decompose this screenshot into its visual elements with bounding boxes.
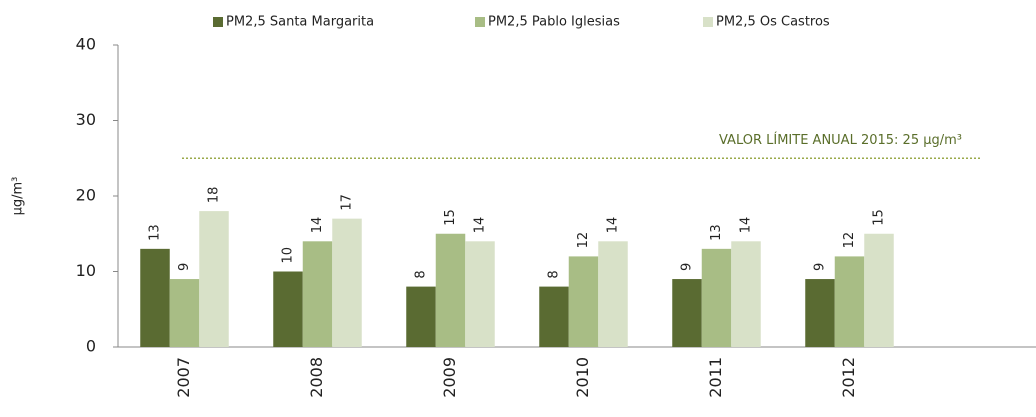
value-label: 14	[473, 217, 488, 234]
x-tick-label: 2007	[174, 357, 193, 398]
bar	[805, 279, 835, 347]
bar	[140, 248, 170, 347]
value-label: 14	[739, 217, 754, 234]
value-label: 13	[148, 224, 163, 241]
value-label: 9	[177, 263, 192, 271]
legend-label: PM2,5 Pablo Iglesias	[488, 15, 620, 30]
bar	[731, 241, 761, 347]
legend-label: PM2,5 Santa Margarita	[226, 15, 374, 30]
y-tick-label: 20	[76, 186, 96, 205]
bar	[169, 279, 200, 347]
legend-label: PM2,5 Os Castros	[716, 15, 830, 30]
bar	[834, 256, 865, 347]
value-label: 13	[709, 224, 724, 241]
bar	[864, 233, 894, 347]
legend-swatch	[703, 17, 713, 27]
value-label: 17	[340, 194, 355, 211]
value-label: 12	[842, 232, 857, 249]
value-label: 18	[207, 187, 222, 204]
bar	[332, 218, 362, 347]
y-tick-label: 0	[86, 337, 96, 356]
value-label: 15	[872, 209, 887, 226]
value-label: 14	[310, 217, 325, 234]
bar	[701, 248, 732, 347]
value-label: 14	[606, 217, 621, 234]
value-label: 10	[281, 247, 296, 264]
x-tick-label: 2008	[307, 357, 326, 398]
bar	[302, 241, 333, 347]
bar	[273, 271, 303, 347]
bar	[435, 233, 466, 347]
value-label: 8	[414, 270, 429, 278]
value-label: 9	[813, 263, 828, 271]
value-label: 12	[576, 232, 591, 249]
y-tick-label: 10	[76, 261, 96, 280]
bar	[465, 241, 495, 347]
legend-swatch	[475, 17, 485, 27]
bar	[672, 279, 702, 347]
reference-label: VALOR LÍMITE ANUAL 2015: 25 µg/m³	[719, 132, 962, 148]
bar	[406, 286, 436, 347]
x-tick-label: 2010	[573, 357, 592, 398]
value-label: 9	[680, 263, 695, 271]
bar	[598, 241, 628, 347]
bar	[539, 286, 569, 347]
bar	[568, 256, 599, 347]
x-tick-label: 2011	[706, 357, 725, 398]
x-tick-label: 2012	[839, 357, 858, 398]
y-tick-label: 40	[76, 35, 96, 54]
bar	[199, 211, 229, 347]
y-axis-label: µg/m³	[11, 177, 26, 216]
legend-swatch	[213, 17, 223, 27]
y-tick-label: 30	[76, 110, 96, 129]
value-label: 15	[443, 209, 458, 226]
value-label: 8	[547, 270, 562, 278]
x-tick-label: 2009	[440, 357, 459, 398]
